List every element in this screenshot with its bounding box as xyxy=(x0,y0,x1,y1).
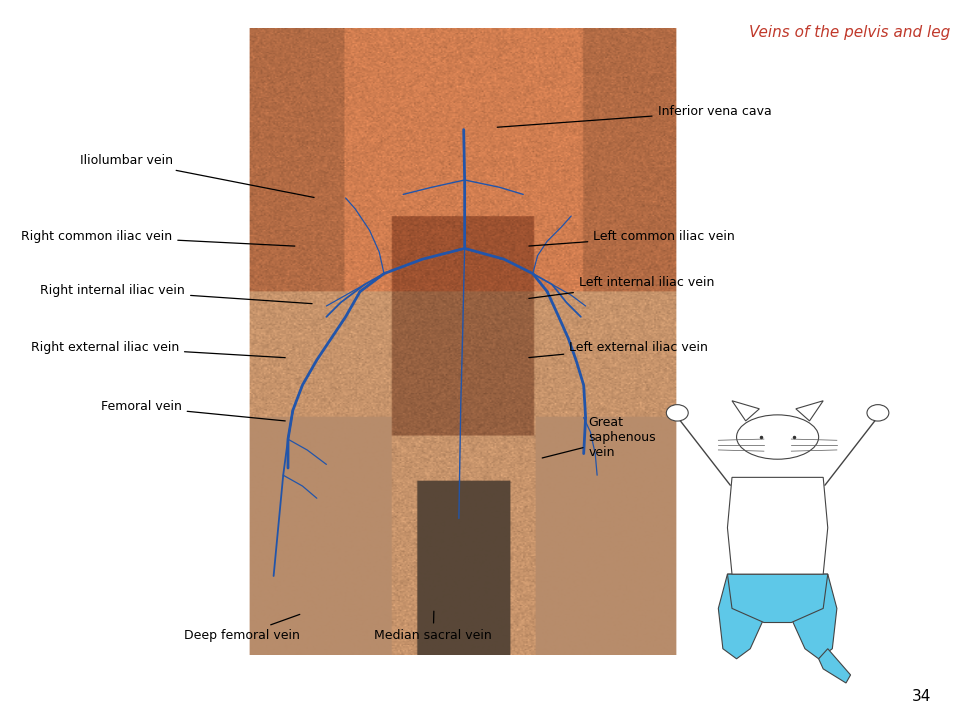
Polygon shape xyxy=(791,574,837,659)
Polygon shape xyxy=(718,574,764,659)
Text: Iliolumbar vein: Iliolumbar vein xyxy=(80,154,314,197)
Text: Left common iliac vein: Left common iliac vein xyxy=(529,230,735,246)
Ellipse shape xyxy=(736,415,819,459)
Circle shape xyxy=(867,405,889,421)
Text: Great
saphenous
vein: Great saphenous vein xyxy=(542,416,656,459)
Text: Right internal iliac vein: Right internal iliac vein xyxy=(40,284,312,304)
Polygon shape xyxy=(728,574,828,623)
Text: Deep femoral vein: Deep femoral vein xyxy=(184,614,300,642)
Polygon shape xyxy=(732,401,759,421)
Text: Veins of the pelvis and leg: Veins of the pelvis and leg xyxy=(749,25,950,40)
Text: Left internal iliac vein: Left internal iliac vein xyxy=(529,276,714,298)
Text: Median sacral vein: Median sacral vein xyxy=(374,611,492,642)
Text: Inferior vena cava: Inferior vena cava xyxy=(497,105,771,127)
Text: 34: 34 xyxy=(912,689,931,704)
Polygon shape xyxy=(728,477,828,574)
Text: Right external iliac vein: Right external iliac vein xyxy=(31,341,285,358)
Text: Left external iliac vein: Left external iliac vein xyxy=(529,341,708,358)
Text: Femoral vein: Femoral vein xyxy=(101,400,285,421)
Circle shape xyxy=(666,405,688,421)
Polygon shape xyxy=(819,649,851,683)
Polygon shape xyxy=(796,401,824,421)
Text: Right common iliac vein: Right common iliac vein xyxy=(21,230,295,246)
